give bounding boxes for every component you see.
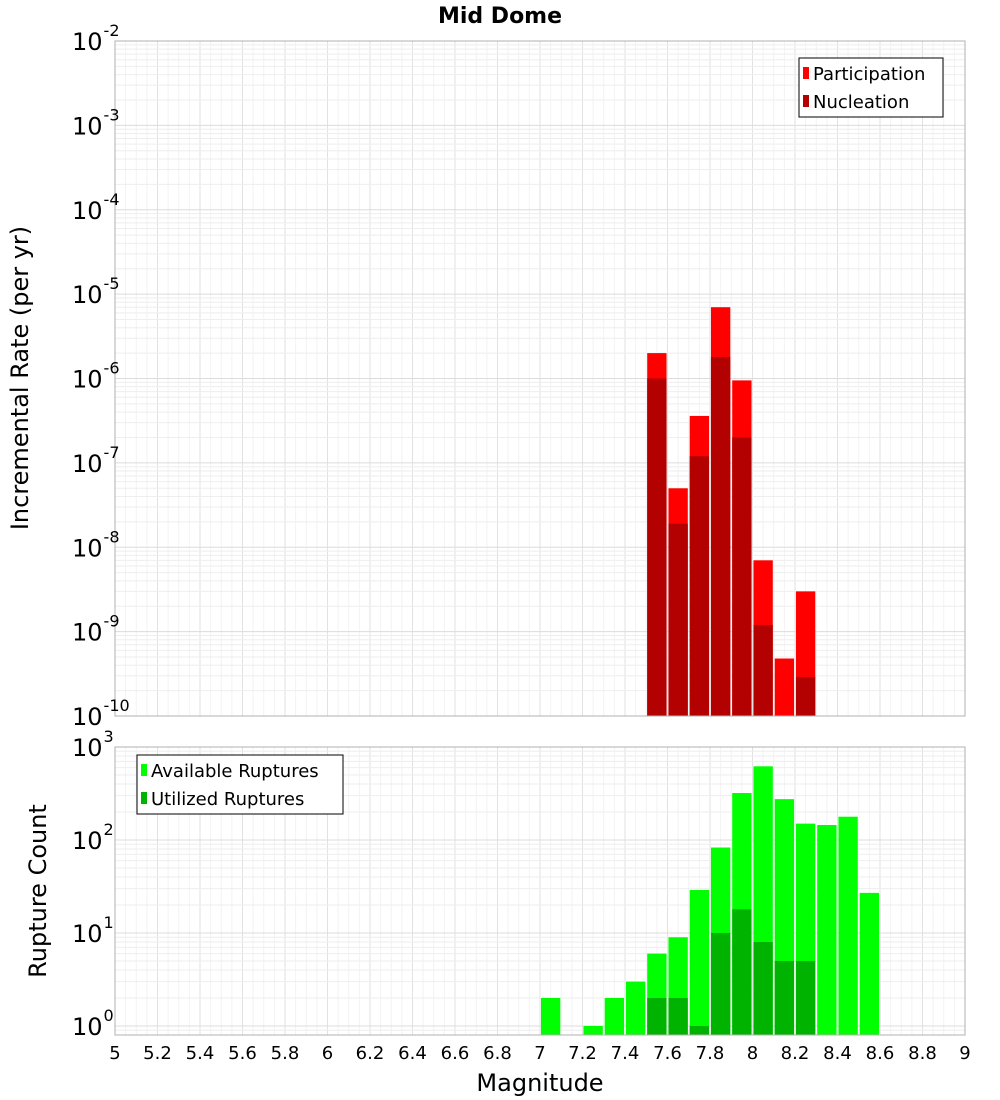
top-legend: Participation Nucleation	[798, 57, 944, 118]
x-tick-label: 6.2	[356, 1043, 385, 1064]
bar-nucleation	[668, 523, 688, 716]
x-tick-label: 9	[959, 1043, 970, 1064]
y-tick-label: 103	[72, 727, 114, 762]
y-tick-label: 10-9	[72, 612, 120, 647]
bar-available-ruptures	[859, 892, 880, 1035]
top-gridlines	[114, 41, 966, 717]
bar-available-ruptures	[604, 997, 625, 1035]
bar-available-ruptures	[540, 997, 561, 1035]
bar-available-ruptures	[625, 981, 646, 1035]
x-tick-label: 6.8	[483, 1043, 512, 1064]
bar-utilized-ruptures	[710, 932, 731, 1035]
x-tick-label: 5	[109, 1043, 120, 1064]
x-tick-label: 7.8	[696, 1043, 725, 1064]
x-tick-label: 7.4	[611, 1043, 640, 1064]
y-tick-label: 100	[72, 1006, 114, 1041]
x-tick-label: 7	[534, 1043, 545, 1064]
legend-swatch-participation	[803, 67, 809, 79]
bar-utilized-ruptures	[732, 909, 752, 1035]
y-tick-label: 102	[72, 820, 114, 855]
bar-participation	[774, 658, 795, 716]
top-bars	[647, 307, 816, 716]
y-tick-label: 10-10	[72, 696, 130, 731]
bar-utilized-ruptures	[774, 960, 795, 1035]
bar-nucleation	[710, 356, 731, 716]
top-plot-border	[114, 40, 966, 717]
y-tick-label: 101	[72, 913, 114, 948]
legend-label-available-ruptures: Available Ruptures	[151, 761, 319, 782]
chart-title: Mid Dome	[438, 4, 562, 29]
legend-swatch-nucleation	[803, 95, 809, 107]
bottom-y-axis-label: Rupture Count	[24, 804, 52, 978]
bar-utilized-ruptures	[795, 960, 816, 1035]
x-tick-label: 5.6	[228, 1043, 257, 1064]
legend-swatch-available-ruptures	[141, 764, 147, 776]
y-tick-label: 10-6	[72, 359, 120, 394]
bar-nucleation	[689, 456, 710, 716]
bar-utilized-ruptures	[647, 997, 667, 1035]
top-legend-box	[798, 57, 944, 118]
x-tick-label: 7.2	[568, 1043, 597, 1064]
top-y-axis-label: Incremental Rate (per yr)	[6, 226, 34, 530]
y-tick-label: 10-7	[72, 443, 120, 478]
x-tick-label: 6.4	[398, 1043, 427, 1064]
top-panel: 10-10 10-9 10-8 10-7 10-6 10-5 10-4 10-3 10-2 In…	[6, 21, 966, 731]
bottom-y-tick-labels: 100 101 102 103	[72, 727, 114, 1041]
bar-utilized-ruptures	[689, 1025, 710, 1035]
y-tick-label: 10-8	[72, 527, 120, 562]
bar-available-ruptures	[583, 1025, 603, 1035]
y-tick-label: 10-5	[72, 274, 120, 309]
legend-label-participation: Participation	[813, 64, 925, 85]
x-tick-label: 8	[747, 1043, 758, 1064]
bottom-legend-box	[136, 754, 344, 815]
x-tick-label: 6	[322, 1043, 333, 1064]
y-tick-label: 10-2	[72, 21, 120, 56]
bar-nucleation	[647, 378, 667, 716]
bar-available-ruptures	[817, 824, 837, 1035]
x-tick-label: 5.8	[271, 1043, 300, 1064]
legend-label-utilized-ruptures: Utilized Ruptures	[151, 789, 304, 810]
x-tick-label: 8.6	[866, 1043, 895, 1064]
x-tick-label: 6.6	[441, 1043, 470, 1064]
y-tick-label: 10-4	[72, 190, 120, 225]
bottom-plot-border	[114, 746, 966, 1036]
bottom-legend: Available Ruptures Utilized Ruptures	[136, 754, 344, 815]
bottom-panel: 100 101 102 103 5 5.2 5.4 5.6 5.8 6 6.2 6.4 6.6 6.8 7…	[24, 727, 971, 1097]
bar-available-ruptures	[689, 889, 710, 1035]
bar-nucleation	[795, 676, 816, 716]
x-tick-label: 8.4	[823, 1043, 852, 1064]
x-tick-label: 8.2	[781, 1043, 810, 1064]
y-tick-label: 10-3	[72, 105, 120, 140]
x-tick-label: 8.8	[908, 1043, 937, 1064]
bar-available-ruptures	[838, 816, 858, 1035]
bar-utilized-ruptures	[668, 997, 688, 1035]
bar-nucleation	[753, 624, 773, 716]
x-tick-label: 7.6	[653, 1043, 682, 1064]
bar-utilized-ruptures	[753, 942, 773, 1035]
bar-nucleation	[732, 437, 752, 716]
x-axis-label: Magnitude	[476, 1069, 603, 1097]
x-tick-label: 5.2	[143, 1043, 172, 1064]
x-tick-label: 5.4	[186, 1043, 215, 1064]
legend-label-nucleation: Nucleation	[813, 92, 909, 113]
legend-swatch-utilized-ruptures	[141, 792, 147, 804]
x-tick-labels: 5 5.2 5.4 5.6 5.8 6 6.2 6.4 6.6 6.8 7 7.2 7.4 7.6 7.8 8…	[109, 1043, 970, 1064]
bottom-bars	[540, 766, 880, 1035]
